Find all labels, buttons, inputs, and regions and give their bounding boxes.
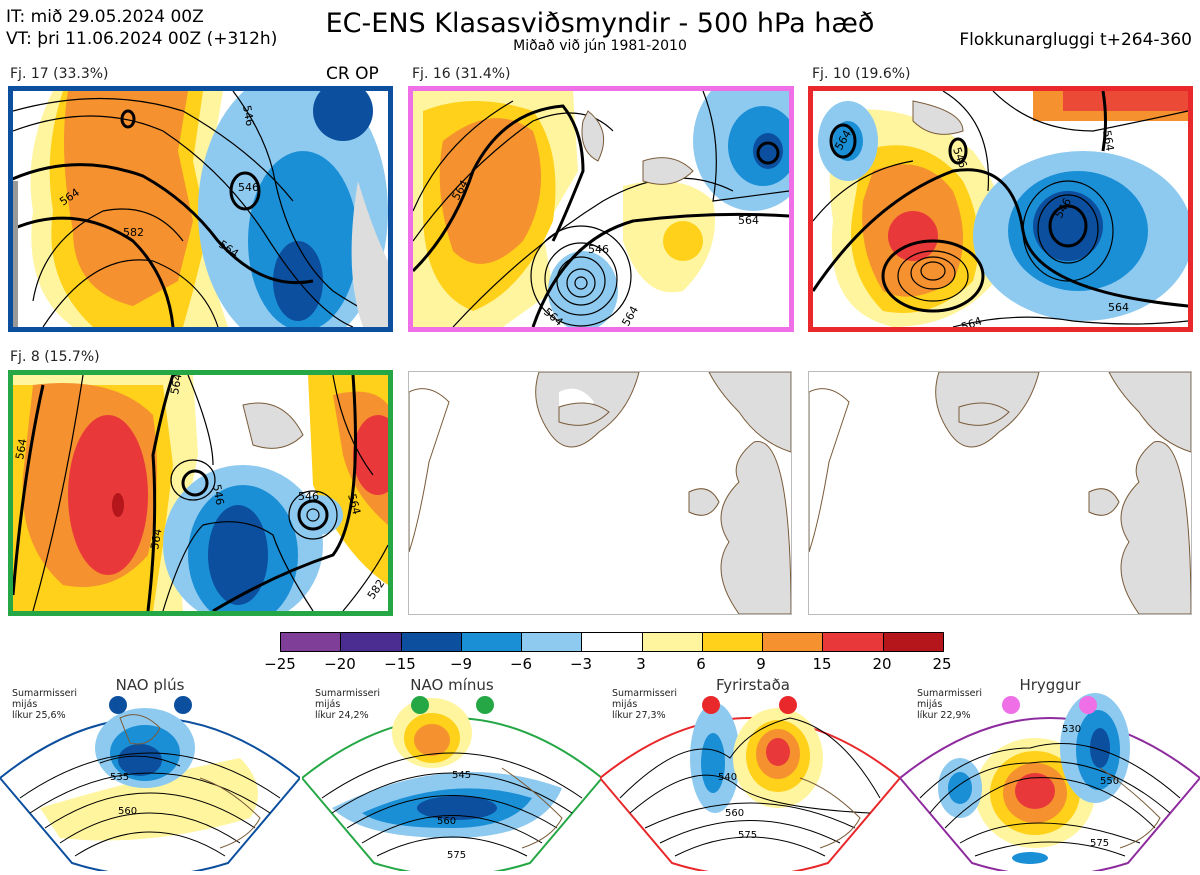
contour-label: 560 <box>725 808 744 819</box>
colorbar-segment <box>341 633 402 651</box>
panel-label-4: Fj. 8 (15.7%) <box>10 349 100 365</box>
classification-window: Flokkunargluggi t+264-360 <box>959 30 1192 50</box>
colorbar-segment <box>281 633 342 651</box>
colorbar-tick: −6 <box>509 655 533 673</box>
colorbar-segment <box>642 633 703 651</box>
page-subtitle: Miðað við jún 1981-2010 <box>513 38 687 54</box>
colorbar-tick: 9 <box>756 655 766 673</box>
regime-map-nao-minus-plot: 545 560 575 <box>300 696 604 875</box>
control-run-badge: CR OP <box>326 64 379 84</box>
panel-label-2: Fj. 16 (31.4%) <box>412 66 511 82</box>
panel-label-3: Fj. 10 (19.6%) <box>812 66 911 82</box>
colorbar-tick: −15 <box>384 655 416 673</box>
contour-label: 564 <box>13 438 29 461</box>
empty-map-1-plot <box>409 372 791 614</box>
regime-map-nao-plus: 535 560 <box>0 688 302 875</box>
colorbar-segment <box>522 633 583 651</box>
contour-label: 545 <box>452 770 471 781</box>
cluster-map-1-plot: 546 564 546 582 564 <box>13 91 388 327</box>
regime-map-nao-minus: 545 560 575 <box>300 688 604 875</box>
regime-note-nao-minus: Sumarmisseri mijás líkur 24,2% <box>315 688 381 721</box>
regime-note-ridge: Sumarmisseri mijás líkur 22,9% <box>917 688 983 721</box>
contour-label: 560 <box>437 816 456 827</box>
contour-label: 546 <box>588 243 609 256</box>
empty-map-2-plot <box>809 372 1191 614</box>
colorbar-segment <box>702 633 764 651</box>
regime-note-nao-plus: Sumarmisseri mijás líkur 25,6% <box>12 688 78 721</box>
regime-title-ridge: Hryggur <box>1019 676 1081 694</box>
colorbar <box>280 632 944 652</box>
contour-label: 546 <box>238 181 259 194</box>
cluster-map-3: 564 546 546 564 564 564 <box>808 86 1193 332</box>
contour-label: 546 <box>298 490 319 503</box>
cluster-map-2: 564 546 564 564 564 <box>408 86 794 332</box>
colorbar-segment <box>461 633 523 651</box>
regime-map-blocking: 540 560 575 <box>598 688 902 875</box>
colorbar-tick: 25 <box>932 655 952 673</box>
regime-map-nao-plus-plot: 535 560 <box>0 696 302 875</box>
cluster-map-1: 546 564 546 582 564 <box>8 86 393 332</box>
colorbar-segment <box>763 633 824 651</box>
regime-title-nao-plus: NAO plús <box>115 676 185 694</box>
empty-map-1 <box>408 371 792 615</box>
panel-label-1: Fj. 17 (33.3%) <box>10 66 109 82</box>
colorbar-tick: −25 <box>264 655 296 673</box>
regime-map-ridge: 530 550 575 <box>898 688 1200 875</box>
colorbar-tick: −20 <box>324 655 356 673</box>
contour-label: 564 <box>168 375 184 396</box>
contour-label: 546 <box>210 483 226 506</box>
contour-label: 564 <box>1108 301 1129 314</box>
contour-label: 564 <box>345 492 363 516</box>
cluster-map-3-plot: 564 546 546 564 564 564 <box>813 91 1188 327</box>
contour-label: 560 <box>118 806 137 817</box>
valid-time: VT: þri 11.06.2024 00Z (+312h) <box>6 29 278 49</box>
colorbar-tick: −3 <box>569 655 593 673</box>
contour-label: 582 <box>123 226 144 239</box>
contour-label: 575 <box>447 850 466 861</box>
colorbar-tick: 6 <box>696 655 706 673</box>
empty-map-2 <box>808 371 1192 615</box>
colorbar-tick: −9 <box>449 655 473 673</box>
cluster-map-4: 564 564 546 546 564 564 582 <box>8 370 393 616</box>
regime-title-nao-minus: NAO mínus <box>410 676 494 694</box>
contour-label: 575 <box>738 830 757 841</box>
colorbar-tick: 3 <box>636 655 646 673</box>
regime-map-blocking-plot: 540 560 575 <box>598 696 902 875</box>
contour-label: 530 <box>1062 724 1081 735</box>
regime-map-ridge-plot: 530 550 575 <box>898 693 1200 875</box>
colorbar-segment <box>401 633 462 651</box>
regime-note-blocking: Sumarmisseri mijás líkur 27,3% <box>612 688 678 721</box>
cluster-map-2-plot: 564 546 564 564 564 <box>413 91 789 327</box>
colorbar-segment <box>883 633 943 651</box>
contour-label: 564 <box>738 214 759 227</box>
contour-label: 546 <box>240 104 256 127</box>
initial-time: IT: mið 29.05.2024 00Z <box>6 7 204 27</box>
colorbar-tick: 20 <box>872 655 892 673</box>
colorbar-segment <box>582 633 643 651</box>
contour-label: 535 <box>110 772 129 783</box>
contour-label: 540 <box>718 772 737 783</box>
regime-title-blocking: Fyrirstaða <box>716 676 790 694</box>
contour-label: 550 <box>1100 776 1119 787</box>
colorbar-segment <box>823 633 884 651</box>
contour-label: 564 <box>1100 129 1116 152</box>
contour-label: 575 <box>1090 838 1109 849</box>
cluster-map-4-plot: 564 564 546 546 564 564 582 <box>13 375 388 611</box>
contour-label: 564 <box>148 528 164 551</box>
colorbar-tick: 15 <box>812 655 832 673</box>
header-info: IT: mið 29.05.2024 00Z VT: þri 11.06.202… <box>6 6 277 50</box>
page-title: EC-ENS Klasasviðsmyndir - 500 hPa hæð <box>325 8 875 39</box>
